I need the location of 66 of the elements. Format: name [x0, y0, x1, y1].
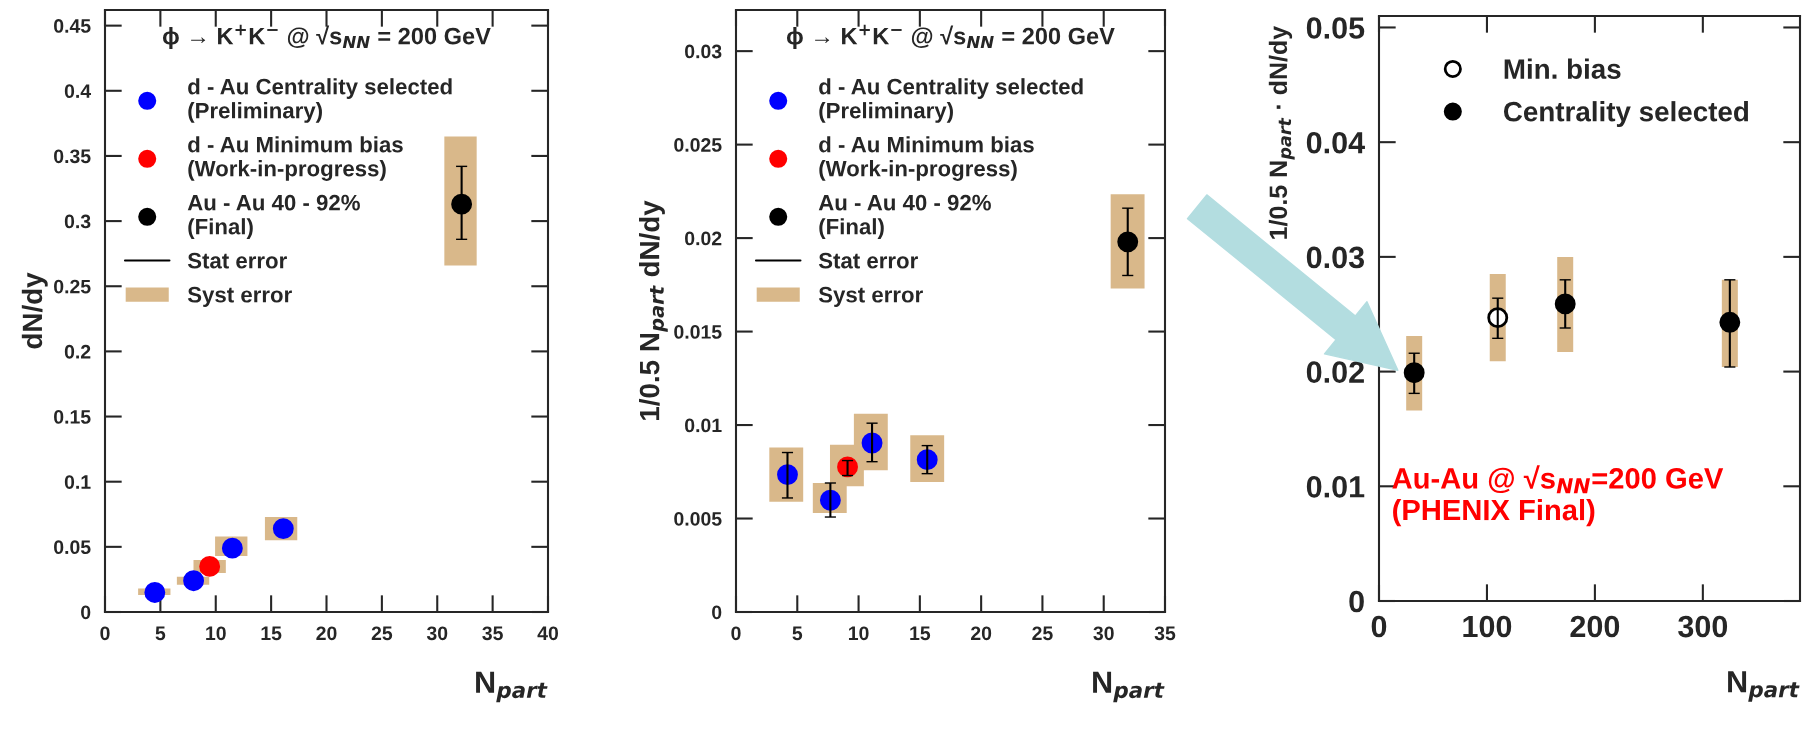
- y-axis-title: 1/0.5 N$_{part}$ dN/dy: [639, 200, 668, 420]
- annotation: Stat error: [187, 252, 287, 269]
- annotation: Stat error: [818, 252, 918, 269]
- y-tick-label: 0.3: [64, 214, 91, 229]
- y-tick-label: 0.01: [685, 418, 722, 433]
- y-tick-label: 0.25: [54, 279, 91, 294]
- y-tick-label: 0.1: [64, 475, 91, 489]
- y-tick-label: 0.4: [64, 84, 92, 99]
- legend-label: d - Au Minimum bias (Work-in-progress): [188, 136, 403, 181]
- x-tick-label: 15: [910, 626, 931, 641]
- x-tick-label: 25: [1032, 626, 1053, 641]
- legend-label: Min. bias: [1504, 58, 1621, 79]
- x-tick-label: 300: [1678, 615, 1728, 638]
- y-tick-label: 0.03: [685, 44, 722, 59]
- x-tick-label: 5: [792, 626, 803, 641]
- y-tick-label: 0.025: [674, 138, 722, 152]
- legend-label: d - Au Minimum bias (Work-in-progress): [819, 136, 1034, 181]
- y-tick-label: 0.04: [1306, 131, 1365, 154]
- x-tick-label: 5: [155, 626, 166, 641]
- legend-label: d - Au Centrality selected (Preliminary): [819, 78, 1083, 123]
- y-tick-label: 0.05: [54, 540, 91, 555]
- legend-label: Au - Au 40 - 92% (Final): [187, 194, 360, 239]
- x-axis-title: N$_{part}$: [1093, 671, 1165, 703]
- x-tick-label: 30: [1093, 626, 1114, 641]
- y-tick-label: 0.03: [1306, 246, 1365, 269]
- y-axis-title: dN/dy: [21, 272, 48, 349]
- y-tick-label: 0.02: [1306, 361, 1364, 383]
- y-tick-label: 0: [81, 605, 91, 620]
- x-tick-label: 15: [261, 626, 282, 641]
- y-tick-label: 0.02: [685, 231, 722, 246]
- y-tick-label: 0.15: [54, 410, 91, 424]
- x-axis-title: N$_{part}$: [1728, 671, 1800, 702]
- x-tick-label: 40: [537, 626, 559, 641]
- legend-label: Syst error: [187, 286, 292, 307]
- y-tick-label: 0.005: [674, 511, 722, 526]
- annotation: Au-Au @ √s$_{NN}$=200 GeV (PHENIX Final): [1392, 465, 1724, 527]
- legend-label: Au - Au 40 - 92% (Final): [818, 194, 991, 239]
- x-tick-label: 35: [482, 626, 503, 641]
- annotation: ϕ → K$^{+}$K$^{−}$ @ √s$_{NN}$ = 200 GeV: [786, 24, 1115, 50]
- x-tick-label: 0: [1371, 615, 1387, 638]
- y-tick-label: 0.45: [54, 19, 91, 33]
- x-tick-label: 20: [316, 626, 337, 641]
- y-tick-label: 0: [1349, 590, 1364, 613]
- x-tick-label: 200: [1570, 615, 1620, 638]
- x-tick-label: 35: [1154, 626, 1176, 641]
- y-tick-label: 0.2: [64, 344, 91, 359]
- x-tick-label: 100: [1463, 615, 1512, 638]
- y-axis-title: 1/0.5 N$_{part}$ · dN/dy: [1268, 25, 1295, 239]
- y-tick-label: 0.35: [54, 149, 91, 164]
- x-tick-label: 0: [731, 626, 741, 641]
- legend-label: Centrality selected: [1503, 101, 1749, 127]
- annotation: ϕ → K$^{+}$K$^{−}$ @ √s$_{NN}$ = 200 GeV: [162, 24, 491, 50]
- x-tick-label: 20: [971, 626, 992, 641]
- x-axis-title: N$_{part}$: [476, 671, 548, 703]
- x-tick-label: 10: [206, 626, 226, 641]
- legend-label: Syst error: [818, 286, 923, 307]
- legend-label: d - Au Centrality selected (Preliminary): [188, 78, 452, 123]
- y-tick-label: 0.01: [1306, 476, 1365, 498]
- point: [199, 555, 221, 577]
- y-tick-label: 0: [712, 605, 722, 620]
- x-tick-label: 10: [848, 626, 869, 641]
- x-tick-label: 0: [100, 626, 110, 641]
- x-tick-label: 25: [371, 626, 393, 641]
- x-tick-label: 30: [426, 626, 448, 641]
- y-tick-label: 0.015: [674, 325, 722, 339]
- y-tick-label: 0.05: [1306, 17, 1365, 39]
